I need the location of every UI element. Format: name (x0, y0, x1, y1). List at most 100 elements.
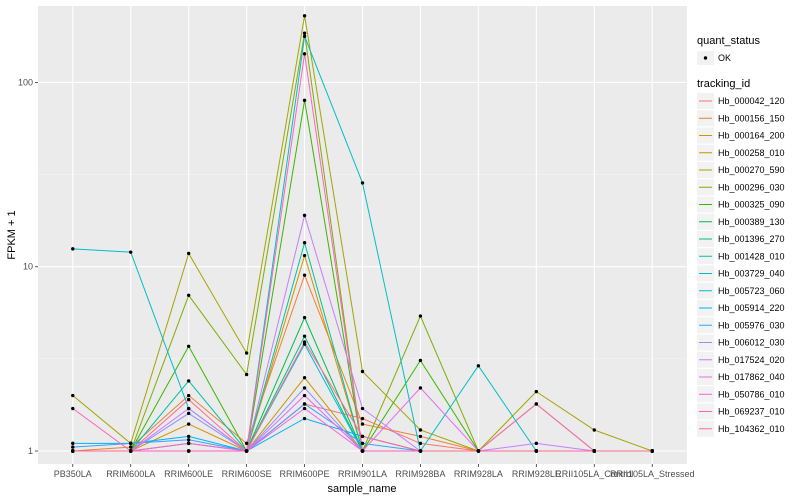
data-point (360, 406, 365, 411)
legend-label-hb-000042-120: Hb_000042_120 (718, 96, 785, 106)
data-point (129, 250, 133, 254)
legend-label-hb-050786-010: Hb_050786_010 (718, 389, 785, 399)
y-axis-title: FPKM + 1 (6, 210, 18, 259)
legend-label-hb-017862-040: Hb_017862_040 (718, 372, 785, 382)
data-point (302, 334, 307, 338)
data-point (186, 251, 191, 256)
data-point (302, 241, 307, 245)
legend-label-hb-000156-150: Hb_000156_150 (718, 113, 785, 123)
data-point (360, 416, 365, 421)
data-point (302, 406, 307, 411)
legend-point-ok (703, 56, 708, 60)
data-point (418, 386, 423, 390)
data-point (302, 416, 307, 421)
data-point (592, 449, 596, 453)
data-point (534, 402, 539, 406)
data-point (302, 213, 307, 218)
data-point (129, 441, 133, 446)
legend-label-hb-000325-090: Hb_000325_090 (718, 200, 785, 210)
y-axis: 1 10 100 (18, 77, 38, 456)
legend-label-hb-006012-030: Hb_006012_030 (718, 338, 785, 348)
legend-title-tracking-id: tracking_id (697, 78, 750, 90)
x-tick-label: RRIM901LA (338, 469, 387, 479)
y-tick-label: 10 (23, 262, 33, 272)
legend: quant_status tracking_id OK Hb_000042_120… (697, 35, 785, 437)
x-axis-title: sample_name (327, 483, 396, 495)
data-point (71, 445, 75, 449)
data-point (302, 375, 307, 380)
x-tick-label: RRIM928LE (512, 469, 561, 479)
data-point (129, 449, 133, 453)
data-point (302, 31, 307, 35)
x-tick-label: RRIM600LE (164, 469, 213, 479)
x-tick-label: RRIM600SE (222, 469, 272, 479)
data-point (650, 449, 654, 453)
legend-label-hb-005723-060: Hb_005723_060 (718, 286, 785, 296)
x-tick-label: RRII105LA_Control (555, 469, 633, 479)
data-point (186, 406, 191, 411)
data-point (302, 340, 307, 344)
data-point (71, 393, 75, 398)
data-point (418, 434, 423, 439)
data-point (592, 428, 596, 432)
data-point (418, 441, 423, 446)
data-point (71, 441, 75, 446)
data-point (71, 406, 75, 411)
data-point (418, 449, 423, 453)
y-tick-label: 1 (28, 446, 33, 456)
data-point (360, 181, 365, 185)
data-point (302, 393, 307, 398)
data-point (71, 247, 75, 251)
data-point (186, 422, 191, 426)
data-point (418, 314, 423, 318)
x-tick-label: RRIM600LA (106, 469, 155, 479)
data-point (302, 98, 307, 103)
data-point (186, 393, 191, 398)
data-point (534, 389, 539, 394)
legend-label-hb-000296-030: Hb_000296_030 (718, 182, 785, 192)
data-point (476, 449, 481, 453)
data-point (360, 369, 365, 374)
legend-label-hb-005914-220: Hb_005914_220 (718, 303, 785, 313)
data-point (244, 351, 249, 355)
legend-label-hb-005976-030: Hb_005976_030 (718, 320, 785, 330)
x-tick-label: RRIM928LA (454, 469, 503, 479)
data-point (302, 315, 307, 320)
legend-label-ok: OK (718, 53, 731, 63)
x-tick-label: PB350LA (54, 469, 92, 479)
data-point (302, 273, 307, 277)
legend-label-hb-001428-010: Hb_001428_010 (718, 251, 785, 261)
data-point (360, 441, 365, 446)
x-tick-label: RRIM600PE (280, 469, 330, 479)
data-point (244, 372, 249, 377)
x-tick-label: RRII105LA_Stressed (610, 469, 695, 479)
data-point (244, 449, 249, 453)
data-point (302, 253, 307, 258)
data-point (302, 386, 307, 390)
data-point (360, 449, 365, 453)
legend-label-hb-003729-040: Hb_003729_040 (718, 269, 785, 279)
legend-label-hb-000258-010: Hb_000258_010 (718, 148, 785, 158)
data-point (186, 344, 191, 348)
data-point (186, 379, 191, 383)
data-point (302, 14, 307, 18)
legend-label-hb-104362-010: Hb_104362_010 (718, 424, 785, 434)
data-point (476, 364, 481, 368)
data-point (360, 422, 365, 426)
data-point (302, 34, 307, 39)
y-tick-label: 100 (18, 77, 33, 87)
data-point (418, 358, 423, 363)
data-point (186, 441, 191, 446)
data-points (71, 14, 654, 453)
data-point (534, 441, 539, 446)
data-point (71, 449, 75, 453)
legend-title-quant-status: quant_status (697, 35, 760, 47)
data-point (244, 441, 249, 446)
data-point (186, 411, 191, 416)
legend-label-hb-000270-590: Hb_000270_590 (718, 165, 785, 175)
data-point (186, 449, 191, 453)
legend-label-hb-000164-200: Hb_000164_200 (718, 131, 785, 141)
legend-label-hb-001396-270: Hb_001396_270 (718, 234, 785, 244)
